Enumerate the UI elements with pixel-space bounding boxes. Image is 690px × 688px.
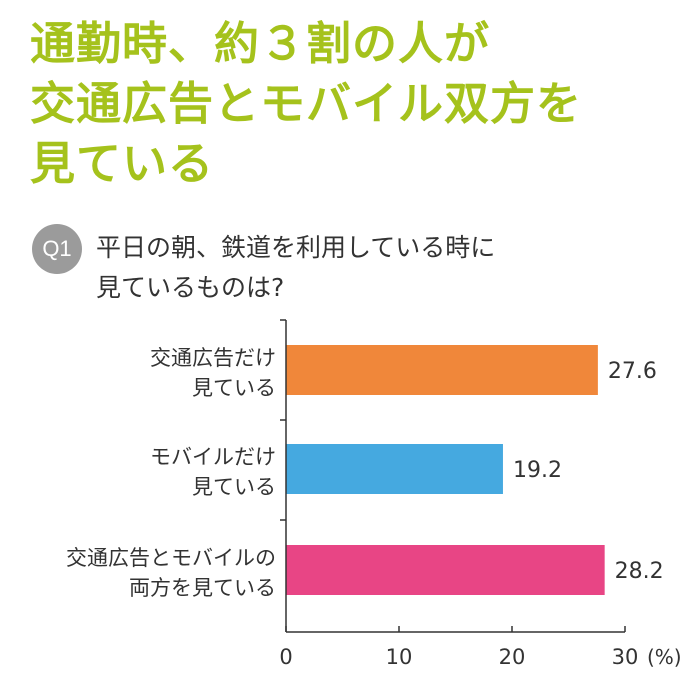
x-tick-label-30: 30 [612,645,639,669]
bar-chart: 27.619.228.2交通広告だけ見ているモバイルだけ見ている交通広告とモバイ… [66,319,682,669]
x-unit-label: (%) [647,645,682,669]
question-line-2: 見ているものは? [96,273,285,302]
category-label-1-line-1: 交通広告だけ [150,346,276,370]
bar-3 [286,545,605,595]
x-tick-label-20: 20 [499,645,526,669]
category-label-2-line-1: モバイルだけ [150,445,276,469]
headline: 通勤時、約３割の人が 交通広告とモバイル双方を 見ている [30,14,670,194]
bar-value-label-3: 28.2 [615,559,664,584]
bar-value-label-1: 27.6 [608,359,657,384]
question-line-1: 平日の朝、鉄道を利用している時に [96,233,496,262]
headline-line-3: 見ている [30,137,215,190]
question-text: 平日の朝、鉄道を利用している時に 見ているものは? [96,228,656,308]
category-label-3-line-1: 交通広告とモバイルの [66,546,276,570]
headline-line-1: 通勤時、約３割の人が [30,17,491,70]
x-tick-label-0: 0 [279,645,292,669]
bar-1 [286,345,598,395]
bar-value-label-2: 19.2 [513,458,562,483]
question-badge: Q1 [32,224,82,274]
category-label-1-line-2: 見ている [192,376,276,400]
category-label-3-line-2: 両方を見ている [129,576,276,600]
bar-2 [286,444,503,494]
headline-line-2: 交通広告とモバイル双方を [30,77,583,130]
category-label-2-line-2: 見ている [192,475,276,499]
x-tick-label-10: 10 [386,645,413,669]
